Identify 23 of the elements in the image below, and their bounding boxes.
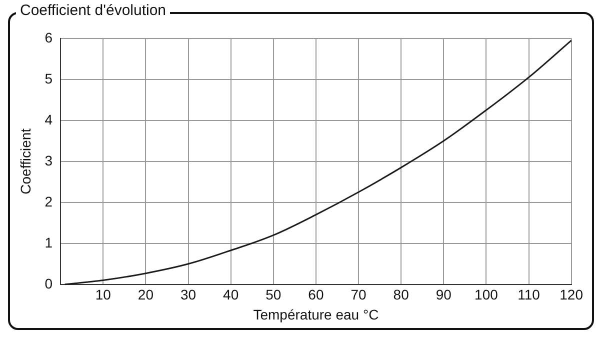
y-tick-label: 4 — [44, 111, 53, 128]
x-tick-label: 40 — [223, 286, 239, 303]
y-tick-label: 0 — [44, 275, 53, 292]
line-series — [64, 40, 572, 286]
chart-title: Coefficient d'évolution — [16, 2, 170, 19]
x-tick-label: 30 — [180, 286, 196, 303]
x-tick-label: 110 — [518, 286, 540, 303]
x-tick-label: 20 — [138, 286, 154, 303]
y-tick-label: 6 — [44, 29, 53, 46]
x-axis-title: Température eau °C — [253, 306, 379, 322]
x-tick-label: 120 — [560, 286, 584, 303]
x-tick-label: 80 — [393, 286, 410, 303]
x-tick-label: 10 — [95, 286, 112, 303]
y-tick-label: 2 — [44, 193, 53, 210]
y-tick-label: 1 — [44, 234, 53, 250]
y-axis-title: Coefficient — [17, 128, 34, 194]
x-tick-label: 70 — [350, 286, 367, 303]
x-tick-label: 90 — [436, 286, 452, 303]
y-tick-label: 5 — [44, 70, 53, 86]
x-tick-label: 100 — [474, 286, 498, 303]
x-tick-label: 50 — [266, 286, 282, 303]
y-tick-label: 3 — [44, 152, 53, 168]
x-tick-label: 60 — [308, 286, 324, 303]
